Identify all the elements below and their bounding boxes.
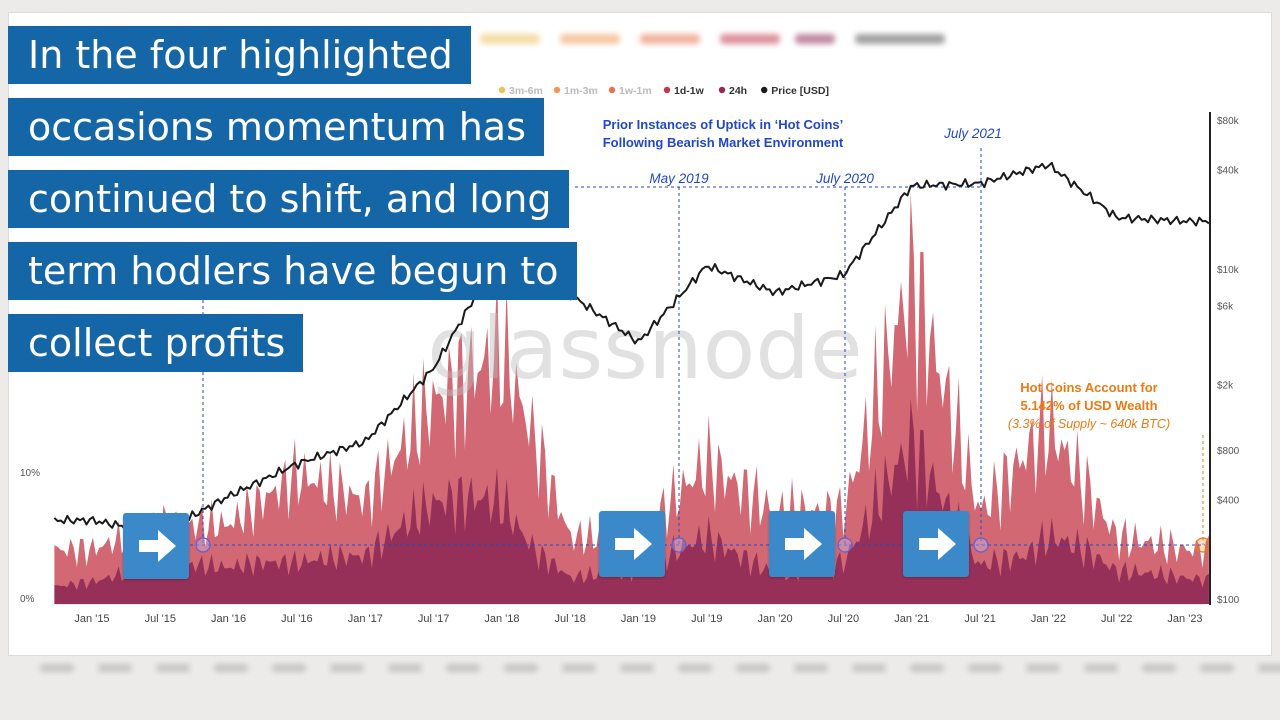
caption-line-5: collect profits [8,314,304,372]
arrow-marker-2020 [769,511,835,577]
legend-swatch [553,86,561,94]
y-right-tick-label: $6k [1217,302,1234,313]
right-arrow-icon [919,528,956,560]
x-tick-label: Jan '15 [74,613,109,625]
annotation-title-line1: Prior Instances of Uptick in ‘Hot Coins’ [603,117,844,132]
caption-line-4: term hodlers have begun to [8,242,577,300]
legend-label: 1w-1m [619,85,652,97]
watermark: glassnode [427,299,862,399]
x-tick-label: Jan '23 [1167,613,1202,625]
y-right-tick-label: $100 [1217,595,1240,606]
caption-line-1: In the four highlighted [8,26,471,84]
event-label-july-2020: July 2020 [815,171,874,186]
legend-label: Price [USD] [771,85,829,97]
hot-coins-note-line1: Hot Coins Account for [1020,380,1157,395]
x-tick-label: Jan '22 [1031,613,1066,625]
y-left-tick-label: 10% [20,468,40,479]
x-tick-label: Jul '19 [691,613,722,625]
legend-label: 3m-6m [509,85,543,97]
x-tick-label: Jan '20 [758,613,793,625]
x-tick-label: Jul '17 [418,613,449,625]
legend-swatch [761,86,768,94]
price-line [53,161,1210,536]
y-right-tick-label: $40k [1217,166,1240,177]
hot-coins-note-line3: (3.3% of Supply ~ 640k BTC) [1008,417,1170,431]
event-marker-circle [671,537,687,553]
y-right-tick-label: $2k [1217,380,1234,391]
x-tick-label: Jan '21 [894,613,929,625]
legend-label: 1d-1w [674,85,705,97]
legend-label: 24h [729,85,747,97]
x-tick-label: Jul '21 [964,613,995,625]
x-tick-label: Jan '19 [621,613,656,625]
legend-swatch [498,86,506,94]
legend-swatch [663,86,671,94]
x-tick-label: Jan '16 [211,613,246,625]
hot-coins-note-line2: 5.142% of USD Wealth [1020,398,1157,413]
caption-line-3: continued to shift, and long [8,170,570,228]
event-marker-circle [837,537,853,553]
arrow-marker-2019 [599,511,665,577]
event-label-may-2019: May 2019 [649,171,709,186]
right-arrow-icon [785,528,822,560]
x-tick-label: Jul '16 [281,613,312,625]
right-arrow-icon [615,528,652,560]
hot-coins-marker-circle [1195,537,1211,553]
x-tick-label: Jul '22 [1101,613,1132,625]
x-tick-label: Jul '18 [554,613,585,625]
y-left-tick-label: 0% [20,594,35,605]
x-tick-label: Jul '15 [145,613,176,625]
event-marker-circle [195,537,211,553]
y-right-tick-label: $400 [1217,496,1240,507]
y-right-tick-label: $800 [1217,446,1240,457]
arrow-marker-2015 [123,513,189,579]
x-tick-label: Jan '17 [348,613,383,625]
event-marker-circle [973,537,989,553]
y-right-tick-label: $10k [1217,265,1240,276]
legend-swatch [718,86,726,94]
x-tick-label: Jul '20 [828,613,859,625]
y-right-tick-label: $80k [1217,116,1240,127]
legend-label: 1m-3m [564,85,598,97]
x-tick-label: Jan '18 [484,613,519,625]
arrow-marker-2021 [903,511,969,577]
annotation-title-line2: Following Bearish Market Environment [603,135,844,150]
event-label-july-2021: July 2021 [943,126,1002,141]
right-arrow-icon [139,530,176,562]
caption-line-2: occasions momentum has [8,98,544,156]
legend-swatch [608,86,616,94]
